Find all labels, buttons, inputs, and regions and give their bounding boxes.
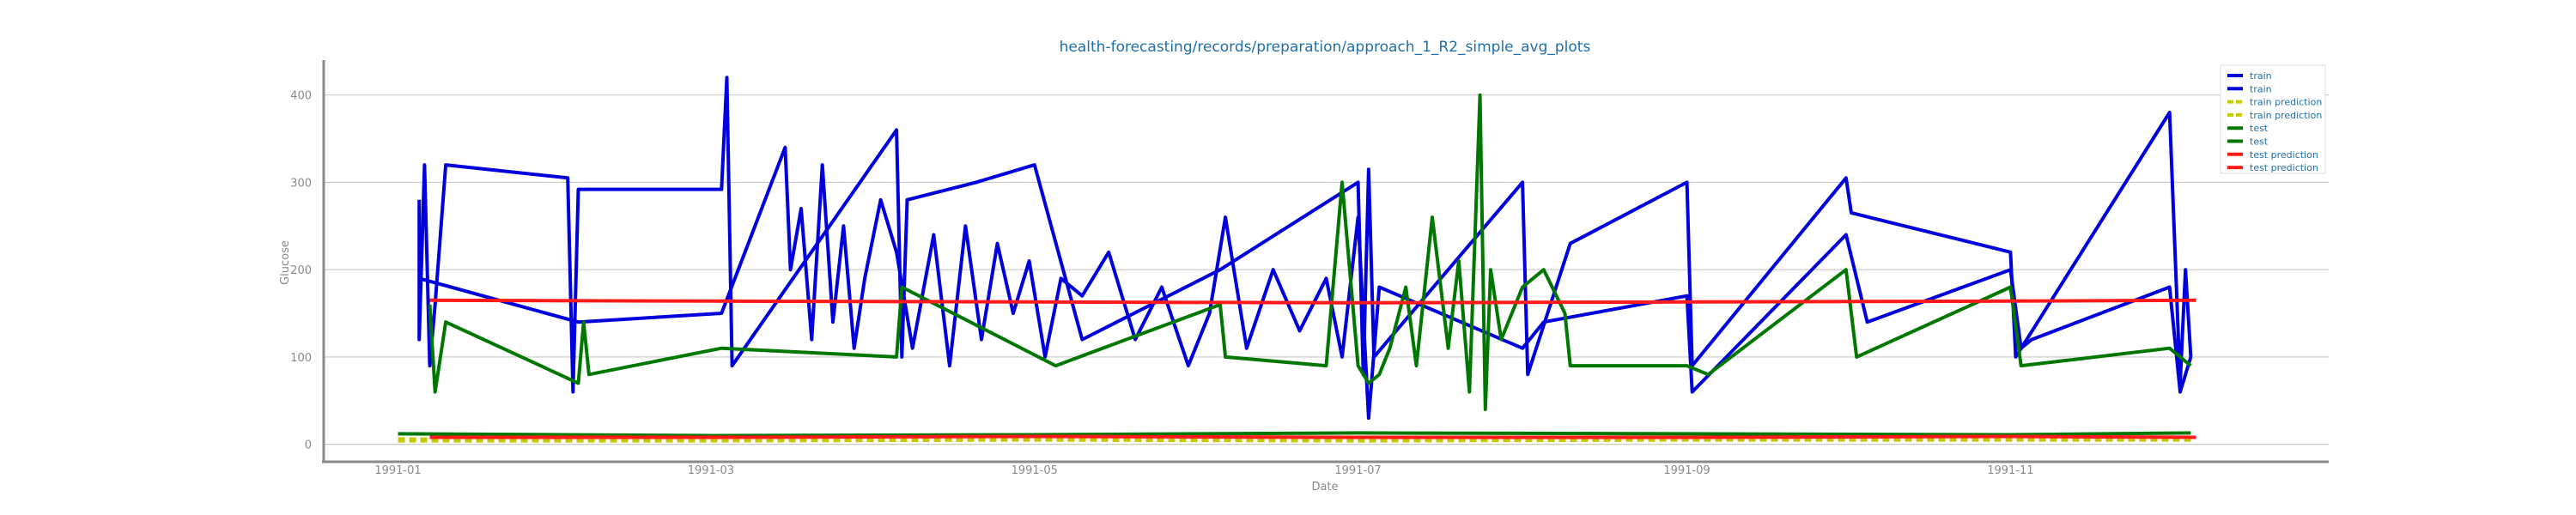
x-tick-label: 1991-11	[1987, 464, 2033, 477]
x-tick-label: 1991-09	[1663, 464, 1710, 477]
legend-entry-label: test prediction	[2250, 149, 2318, 161]
x-ticks: 1991-01 1991-03 1991-05 1991-07 1991-09 1991-…	[374, 464, 2033, 477]
series-line-test-prediction-6	[429, 298, 2196, 305]
x-tick-label: 1991-01	[374, 464, 421, 477]
series-line-test-prediction-7	[429, 434, 2196, 439]
y-tick-label: 100	[290, 352, 312, 365]
legend-entry-label: test prediction	[2250, 162, 2318, 173]
y-tick-label: 0	[305, 439, 312, 452]
legend-entry-label: test	[2250, 136, 2269, 148]
legend-entry-label: train prediction	[2250, 110, 2322, 121]
series-line-test-4	[428, 93, 2192, 411]
x-tick-label: 1991-03	[688, 464, 734, 477]
legend-entry-label: test	[2250, 123, 2269, 134]
series-line-train-0	[417, 76, 2193, 394]
legend-entry-label: train prediction	[2250, 97, 2322, 108]
x-axis-label: Date	[1311, 481, 1338, 494]
y-tick-label: 300	[290, 177, 312, 190]
grid	[324, 94, 2329, 445]
y-axis-label: Glucose	[279, 240, 292, 285]
x-tick-label: 1991-05	[1012, 464, 1058, 477]
axes	[322, 60, 2329, 464]
y-tick-label: 200	[290, 264, 312, 277]
series-layer	[398, 76, 2196, 443]
legend-entry-label: train	[2250, 83, 2272, 94]
y-tick-label: 400	[290, 90, 312, 103]
x-tick-label: 1991-07	[1334, 464, 1381, 477]
legend-entry-label: train	[2250, 70, 2272, 82]
chart-title: health-forecasting/records/preparation/a…	[1060, 39, 1591, 56]
series-line-train-prediction-3	[398, 438, 2191, 443]
y-ticks: 0 100 200 300 400	[290, 90, 312, 452]
